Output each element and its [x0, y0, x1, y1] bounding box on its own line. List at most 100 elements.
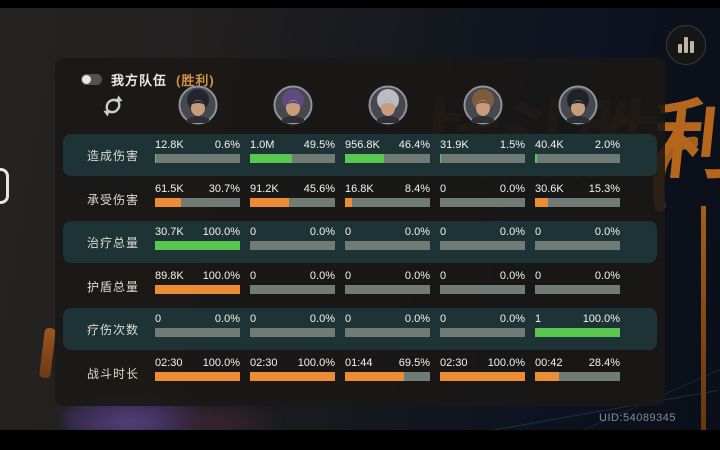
stat-value: 02:30 [440, 357, 468, 369]
stat-cell: 0 0.0% [345, 311, 430, 337]
stat-bar-track [535, 198, 620, 207]
stat-row: 承受伤害 61.5K 30.7% 91.2K 45.6% 16.8K 8.4% 0 0.0% 30… [55, 181, 665, 217]
stat-value: 0 [440, 313, 447, 325]
stat-bar-fill [155, 372, 240, 381]
stat-bar-track [250, 241, 335, 250]
stat-value: 31.9K [440, 139, 469, 151]
stat-cell: 01:44 69.5% [345, 355, 430, 381]
left-edge-handle[interactable] [0, 168, 9, 204]
bar-chart-icon [690, 41, 694, 53]
character-avatar[interactable] [368, 85, 408, 125]
stat-cell: 02:30 100.0% [155, 355, 240, 381]
stat-percent: 0.0% [499, 313, 525, 325]
swap-team-button[interactable] [99, 92, 127, 120]
stat-percent: 0.6% [214, 139, 240, 151]
stat-bar-fill [440, 372, 525, 381]
stat-value: 91.2K [250, 183, 279, 195]
stat-cell: 0 0.0% [345, 268, 430, 294]
stat-bar-fill [345, 372, 405, 381]
stat-row-label: 护盾总量 [86, 280, 139, 294]
stat-cell: 30.7K 100.0% [155, 224, 240, 250]
stat-bar-track [440, 328, 525, 337]
stat-percent: 0.0% [309, 313, 335, 325]
stat-bar-track [250, 198, 335, 207]
stat-bar-track [345, 154, 430, 163]
stat-cell: 61.5K 30.7% [155, 181, 240, 207]
stat-percent: 0.0% [499, 183, 525, 195]
character-avatar[interactable] [558, 85, 598, 125]
stat-bar-fill [155, 154, 156, 163]
stat-cell: 956.8K 46.4% [345, 137, 430, 163]
character-avatar[interactable] [273, 85, 313, 125]
stat-cell: 16.8K 8.4% [345, 181, 430, 207]
stat-cell: 40.4K 2.0% [535, 137, 620, 163]
stat-percent: 69.5% [398, 357, 430, 369]
stat-bar-track [345, 372, 430, 381]
stat-bar-fill [155, 198, 182, 207]
stat-bar-fill [535, 154, 537, 163]
stat-cell: 0 0.0% [440, 224, 525, 250]
stat-value: 01:44 [345, 357, 373, 369]
stat-bar-fill [155, 241, 240, 250]
stat-cell: 0 0.0% [535, 224, 620, 250]
stat-row: 战斗时长 02:30 100.0% 02:30 100.0% 01:44 69.5% 02:3… [55, 355, 665, 391]
stat-cell: 0 0.0% [535, 268, 620, 294]
stat-value: 0 [535, 226, 542, 238]
stat-value: 0 [250, 313, 257, 325]
team-label: 我方队伍 [111, 73, 168, 88]
stat-bar-track [440, 154, 525, 163]
stat-bar-track [155, 285, 240, 294]
stat-percent: 0.0% [309, 270, 335, 282]
stat-percent: 2.0% [594, 139, 620, 151]
stat-value: 1 [535, 313, 542, 325]
stat-row: 疗伤次数 0 0.0% 0 0.0% 0 0.0% 0 0.0% 1 100.0% [55, 308, 665, 350]
stat-bar-track [440, 285, 525, 294]
character-avatar[interactable] [463, 85, 503, 125]
stat-value: 89.8K [155, 270, 184, 282]
stat-bar-fill [535, 372, 560, 381]
stat-value: 0 [440, 226, 447, 238]
stat-cell: 1 100.0% [535, 311, 620, 337]
stat-percent: 100.0% [202, 226, 240, 238]
character-avatar[interactable] [178, 85, 218, 125]
stat-cell: 0 0.0% [440, 268, 525, 294]
stat-cell: 02:30 100.0% [440, 355, 525, 381]
stat-value: 30.7K [155, 226, 184, 238]
stat-value: 0 [345, 313, 352, 325]
bar-chart-icon [684, 37, 688, 53]
stat-bar-fill [250, 198, 289, 207]
stat-row: 护盾总量 89.8K 100.0% 0 0.0% 0 0.0% 0 0.0% 0 0.0% [55, 268, 665, 304]
stat-bar-track [155, 154, 240, 163]
stat-cell: 0 0.0% [440, 311, 525, 337]
stat-bar-track [535, 241, 620, 250]
stat-percent: 0.0% [404, 226, 430, 238]
stat-percent: 1.5% [499, 139, 525, 151]
stat-value: 0 [440, 270, 447, 282]
toggle-knob [82, 75, 91, 84]
stat-cell: 0 0.0% [250, 224, 335, 250]
stat-percent: 46.4% [398, 139, 430, 151]
stat-bar-track [345, 328, 430, 337]
stat-bar-track [155, 328, 240, 337]
battle-report-button[interactable] [666, 25, 706, 65]
stat-percent: 0.0% [499, 226, 525, 238]
stat-cell: 1.0M 49.5% [250, 137, 335, 163]
team-toggle-icon[interactable] [81, 74, 102, 85]
stat-value: 0 [440, 183, 447, 195]
stat-bar-fill [345, 154, 385, 163]
stat-bar-track [155, 198, 240, 207]
stat-percent: 0.0% [499, 270, 525, 282]
stat-bar-track [250, 285, 335, 294]
stat-cell: 12.8K 0.6% [155, 137, 240, 163]
stat-row-label: 造成伤害 [86, 149, 139, 163]
stat-bar-fill [345, 198, 353, 207]
stat-value: 1.0M [250, 139, 275, 151]
cycle-icon [103, 95, 123, 117]
stat-percent: 100.0% [582, 313, 620, 325]
stat-row-label: 治疗总量 [86, 236, 139, 250]
stat-bar-track [155, 372, 240, 381]
stat-cell: 0 0.0% [250, 268, 335, 294]
stat-percent: 100.0% [487, 357, 525, 369]
stat-value: 02:30 [155, 357, 183, 369]
stat-bar-track [535, 285, 620, 294]
